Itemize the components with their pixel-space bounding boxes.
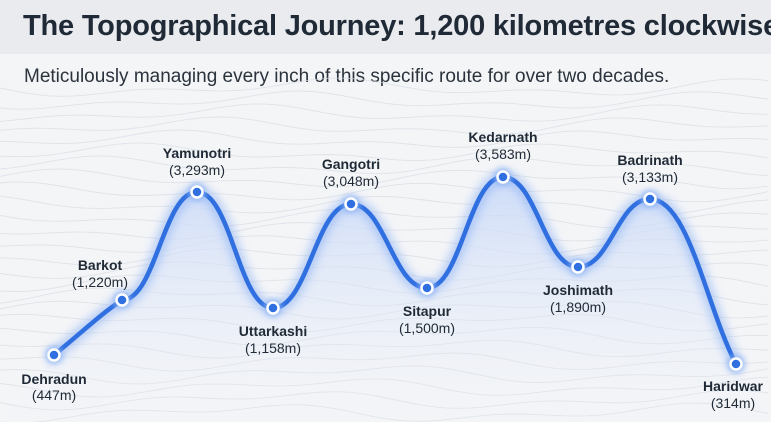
contour-line xyxy=(0,142,769,161)
stop-elevation-label: (447m) xyxy=(32,387,76,403)
route-line xyxy=(51,174,739,367)
page-subtitle: Meticulously managing every inch of this… xyxy=(24,66,670,87)
stop-marker-sitapur[interactable] xyxy=(420,281,434,295)
stop-name-label: Barkot xyxy=(78,257,123,273)
stop-markers xyxy=(45,168,745,373)
contour-line xyxy=(0,116,769,135)
stop-elevation-label: (1,890m) xyxy=(550,299,606,315)
contour-line xyxy=(0,129,769,148)
stop-marker-kedarnath[interactable] xyxy=(496,170,510,184)
contour-line xyxy=(0,103,769,122)
contour-line xyxy=(0,77,769,97)
header-bar xyxy=(0,0,771,54)
stop-name-label: Kedarnath xyxy=(468,129,537,145)
stop-marker-haridwar[interactable] xyxy=(729,357,743,371)
contour-line xyxy=(0,155,769,177)
stop-marker-joshimath[interactable] xyxy=(571,260,585,274)
stop-name-label: Sitapur xyxy=(403,303,452,319)
contour-line xyxy=(0,181,769,203)
contour-line xyxy=(0,168,769,190)
stop-name-label: Badrinath xyxy=(617,152,682,168)
stop-elevation-label: (1,158m) xyxy=(245,340,301,356)
stop-marker-barkot[interactable] xyxy=(115,293,129,307)
stop-marker-gangotri[interactable] xyxy=(344,197,358,211)
stop-name-label: Gangotri xyxy=(322,156,380,172)
stop-name-label: Uttarkashi xyxy=(239,323,307,339)
stop-elevation-label: (3,133m) xyxy=(622,169,678,185)
stop-elevation-label: (3,048m) xyxy=(323,173,379,189)
stop-marker-uttarkashi[interactable] xyxy=(266,301,280,315)
stop-elevation-label: (314m) xyxy=(711,395,755,411)
stop-elevation-label: (3,583m) xyxy=(475,146,531,162)
stop-elevation-label: (1,220m) xyxy=(72,274,128,290)
stop-elevation-label: (3,293m) xyxy=(169,162,225,178)
route-area-fill xyxy=(0,177,771,422)
stop-marker-yamunotri[interactable] xyxy=(190,185,204,199)
stop-name-label: Dehradun xyxy=(21,371,86,387)
stop-name-label: Joshimath xyxy=(543,282,613,298)
stop-marker-dehradun[interactable] xyxy=(47,348,61,362)
stop-marker-badrinath[interactable] xyxy=(643,192,657,206)
stop-name-label: Haridwar xyxy=(703,378,763,394)
stop-labels: Dehradun(447m)Barkot(1,220m)Yamunotri(3,… xyxy=(21,129,763,411)
stop-elevation-label: (1,500m) xyxy=(399,320,455,336)
contour-line xyxy=(0,90,769,110)
stop-name-label: Yamunotri xyxy=(163,145,231,161)
page-title: The Topographical Journey: 1,200 kilomet… xyxy=(23,10,771,42)
